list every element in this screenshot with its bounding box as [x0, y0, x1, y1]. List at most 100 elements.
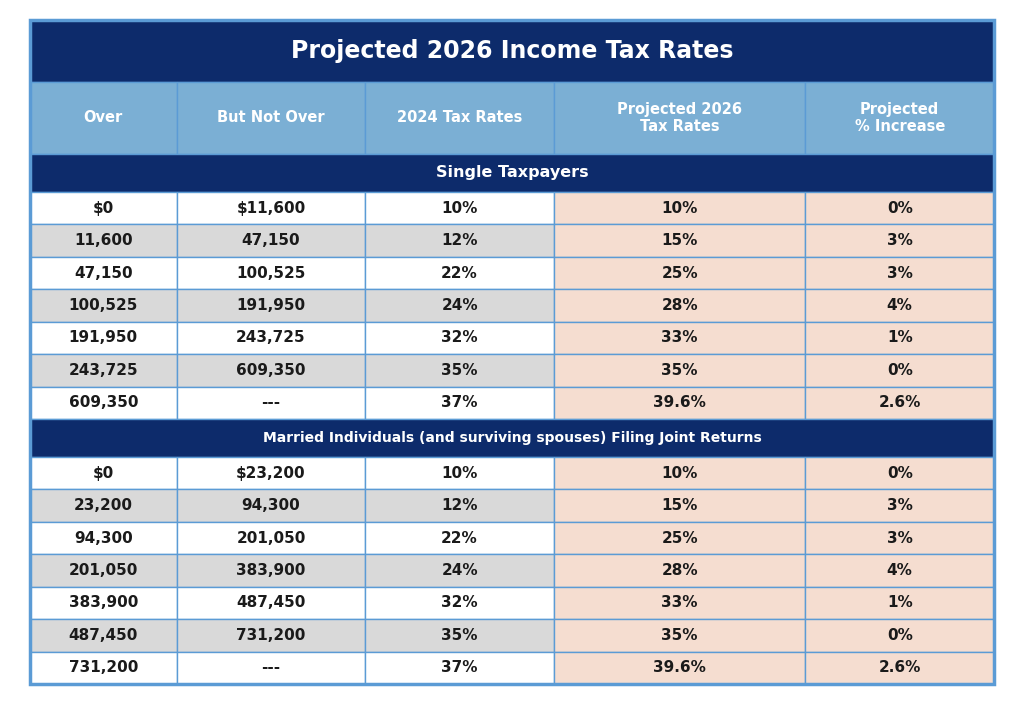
- Bar: [806, 652, 994, 684]
- Bar: [554, 489, 806, 522]
- Bar: [554, 257, 806, 289]
- Bar: [366, 522, 554, 554]
- Bar: [30, 154, 994, 192]
- Bar: [366, 192, 554, 225]
- Text: 3%: 3%: [887, 531, 912, 546]
- Bar: [366, 225, 554, 257]
- Text: 4%: 4%: [887, 563, 912, 578]
- Bar: [806, 619, 994, 652]
- Text: 94,300: 94,300: [74, 531, 133, 546]
- Text: Projected
% Increase: Projected % Increase: [854, 102, 945, 134]
- Bar: [806, 354, 994, 386]
- Bar: [554, 554, 806, 586]
- Text: But Not Over: But Not Over: [217, 111, 325, 125]
- Text: 3%: 3%: [887, 265, 912, 281]
- Bar: [177, 554, 366, 586]
- Bar: [30, 586, 177, 619]
- Text: 24%: 24%: [441, 563, 478, 578]
- Text: 32%: 32%: [441, 596, 478, 610]
- Text: 201,050: 201,050: [69, 563, 138, 578]
- Bar: [806, 192, 994, 225]
- Bar: [554, 225, 806, 257]
- Text: 15%: 15%: [662, 233, 697, 248]
- Text: 15%: 15%: [662, 498, 697, 513]
- Text: $23,200: $23,200: [237, 466, 306, 481]
- Text: 0%: 0%: [887, 201, 912, 215]
- Bar: [30, 419, 994, 457]
- Bar: [554, 82, 806, 154]
- Text: 22%: 22%: [441, 265, 478, 281]
- Bar: [30, 225, 177, 257]
- Bar: [30, 354, 177, 386]
- Bar: [177, 289, 366, 322]
- Text: 22%: 22%: [441, 531, 478, 546]
- Bar: [366, 586, 554, 619]
- Text: 3%: 3%: [887, 233, 912, 248]
- Bar: [366, 354, 554, 386]
- Text: 25%: 25%: [662, 531, 698, 546]
- Text: 487,450: 487,450: [69, 628, 138, 643]
- Text: 609,350: 609,350: [69, 395, 138, 410]
- Text: 383,900: 383,900: [69, 596, 138, 610]
- Bar: [554, 522, 806, 554]
- Text: 28%: 28%: [662, 563, 698, 578]
- Bar: [30, 619, 177, 652]
- Bar: [177, 522, 366, 554]
- Text: 35%: 35%: [662, 628, 698, 643]
- Text: 47,150: 47,150: [242, 233, 300, 248]
- Bar: [806, 489, 994, 522]
- Bar: [30, 652, 177, 684]
- Text: 25%: 25%: [662, 265, 698, 281]
- Bar: [806, 457, 994, 489]
- Text: Over: Over: [84, 111, 123, 125]
- Bar: [554, 457, 806, 489]
- Text: 10%: 10%: [662, 201, 697, 215]
- Bar: [177, 82, 366, 154]
- Text: 39.6%: 39.6%: [653, 395, 707, 410]
- Text: Projected 2026
Tax Rates: Projected 2026 Tax Rates: [617, 102, 742, 134]
- Text: 2.6%: 2.6%: [879, 395, 921, 410]
- Text: 0%: 0%: [887, 363, 912, 378]
- Text: 609,350: 609,350: [237, 363, 306, 378]
- Bar: [30, 257, 177, 289]
- Bar: [30, 457, 177, 489]
- Text: 191,950: 191,950: [69, 330, 138, 346]
- Text: 28%: 28%: [662, 298, 698, 313]
- Text: ---: ---: [261, 395, 281, 410]
- Text: 383,900: 383,900: [237, 563, 306, 578]
- Bar: [554, 322, 806, 354]
- Text: 487,450: 487,450: [237, 596, 306, 610]
- Text: 10%: 10%: [441, 201, 478, 215]
- Text: Married Individuals (and surviving spouses) Filing Joint Returns: Married Individuals (and surviving spous…: [262, 431, 762, 445]
- Bar: [806, 82, 994, 154]
- Text: Projected 2026 Income Tax Rates: Projected 2026 Income Tax Rates: [291, 39, 733, 63]
- Bar: [554, 354, 806, 386]
- Bar: [806, 225, 994, 257]
- Text: 94,300: 94,300: [242, 498, 300, 513]
- Bar: [30, 20, 994, 82]
- Bar: [30, 489, 177, 522]
- Text: 37%: 37%: [441, 660, 478, 675]
- Text: 10%: 10%: [441, 466, 478, 481]
- Text: 243,725: 243,725: [237, 330, 306, 346]
- Bar: [806, 386, 994, 419]
- Text: 35%: 35%: [441, 363, 478, 378]
- Text: Single Taxpayers: Single Taxpayers: [435, 165, 589, 180]
- Bar: [554, 192, 806, 225]
- Text: 39.6%: 39.6%: [653, 660, 707, 675]
- Text: 201,050: 201,050: [237, 531, 306, 546]
- Text: 33%: 33%: [662, 330, 698, 346]
- Bar: [366, 257, 554, 289]
- Text: $0: $0: [93, 201, 114, 215]
- Text: 731,200: 731,200: [237, 628, 306, 643]
- Bar: [30, 289, 177, 322]
- Bar: [366, 322, 554, 354]
- Text: 2.6%: 2.6%: [879, 660, 921, 675]
- Bar: [554, 386, 806, 419]
- Text: 191,950: 191,950: [237, 298, 305, 313]
- Bar: [177, 386, 366, 419]
- Text: 32%: 32%: [441, 330, 478, 346]
- Text: 33%: 33%: [662, 596, 698, 610]
- Text: 11,600: 11,600: [74, 233, 133, 248]
- Bar: [366, 386, 554, 419]
